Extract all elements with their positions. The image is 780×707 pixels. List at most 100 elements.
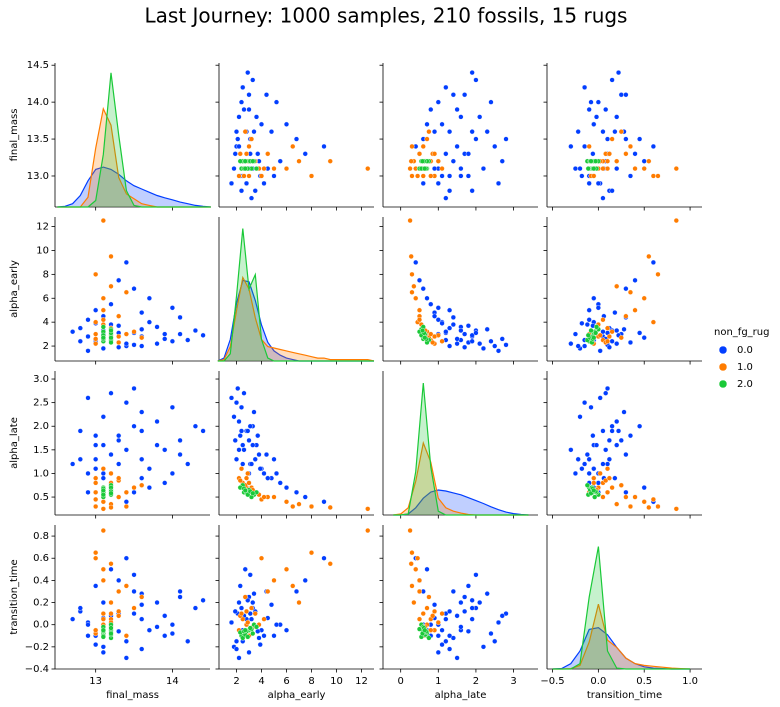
scatter-point <box>236 173 242 179</box>
scatter-point <box>228 395 235 401</box>
scatter-point <box>154 418 160 425</box>
scatter-point <box>238 605 245 611</box>
y-axis-label: final_mass <box>9 109 20 162</box>
scatter-point <box>116 461 122 467</box>
scatter-point <box>575 456 581 462</box>
scatter-point <box>600 166 606 172</box>
scatter-point <box>123 289 129 295</box>
scatter-point <box>290 503 296 510</box>
kde-fill <box>217 228 374 361</box>
scatter-point <box>609 423 615 429</box>
y-tick-label: 0.2 <box>33 598 49 609</box>
scatter-point <box>462 594 468 600</box>
scatter-point <box>108 301 114 307</box>
scatter-point <box>618 482 624 488</box>
scatter-point <box>450 92 456 98</box>
scatter-point <box>604 136 611 142</box>
scatter-point <box>503 342 509 348</box>
scatter-point <box>250 599 256 606</box>
scatter-point <box>579 320 585 326</box>
scatter-point <box>177 594 183 600</box>
scatter-point <box>232 437 238 444</box>
y-tick-label: 0.5 <box>33 492 49 503</box>
chart-title: Last Journey: 1000 samples, 210 fossils,… <box>145 4 628 28</box>
scatter-point <box>454 613 460 619</box>
scatter-point <box>93 555 99 561</box>
scatter-point <box>435 99 441 105</box>
scatter-point <box>568 143 574 150</box>
scatter-point <box>100 616 106 622</box>
scatter-point <box>169 338 176 344</box>
scatter-point <box>577 166 583 172</box>
scatter-point <box>100 611 106 617</box>
scatter-point <box>577 414 583 420</box>
scatter-point <box>273 622 280 628</box>
scatter-point <box>582 400 588 406</box>
scatter-point <box>416 317 423 323</box>
scatter-point <box>499 613 505 619</box>
scatter-point <box>673 166 679 172</box>
scatter-point <box>256 635 262 641</box>
scatter-point <box>108 566 114 572</box>
scatter-point <box>572 331 579 337</box>
y-tick-label: 0.0 <box>33 620 49 631</box>
scatter-point <box>77 456 83 462</box>
scatter-point <box>499 336 505 342</box>
scatter-point <box>116 333 122 340</box>
scatter-point <box>590 151 596 157</box>
scatter-point <box>116 313 122 319</box>
scatter-point <box>407 166 413 172</box>
scatter-point <box>100 345 106 352</box>
scatter-point <box>243 180 250 186</box>
kde-fill <box>393 383 529 515</box>
scatter-point <box>246 106 252 113</box>
scatter-point <box>242 129 248 135</box>
scatter-point <box>627 289 634 295</box>
scatter-point <box>238 611 245 617</box>
x-axis-label: alpha_late <box>435 690 487 701</box>
scatter-point <box>236 655 242 661</box>
scatter-point <box>606 333 612 340</box>
scatter-point <box>139 456 145 462</box>
scatter-point <box>591 487 597 494</box>
scatter-point <box>246 649 252 655</box>
scatter-point <box>70 461 76 467</box>
scatter-point <box>585 166 591 172</box>
scatter-point <box>465 583 472 589</box>
scatter-point <box>503 136 509 142</box>
y-tick-label: 6 <box>43 293 49 304</box>
scatter-point <box>131 342 137 348</box>
scatter-point <box>450 321 456 328</box>
legend-marker <box>718 362 728 372</box>
scatter-point <box>116 433 122 439</box>
scatter-point <box>435 317 441 323</box>
scatter-point <box>582 143 588 150</box>
scatter-point <box>428 173 434 179</box>
scatter-point <box>233 400 240 406</box>
scatter-point <box>450 314 456 320</box>
y-tick-label: 1.5 <box>33 445 49 456</box>
scatter-point <box>591 480 597 486</box>
scatter-point <box>420 180 426 186</box>
x-tick-label: 1 <box>435 676 441 687</box>
scatter-point <box>632 151 638 157</box>
scatter-point <box>108 561 114 567</box>
scatter-point <box>365 506 371 512</box>
scatter-point <box>673 506 679 512</box>
scatter-point <box>258 121 265 127</box>
scatter-point <box>597 395 603 401</box>
scatter-point <box>100 506 106 512</box>
scatter-point <box>411 283 417 289</box>
scatter-point <box>263 451 270 458</box>
scatter-point <box>612 475 618 481</box>
scatter-point <box>116 344 122 350</box>
y-tick-label: 0.8 <box>33 531 49 542</box>
scatter-point <box>233 129 240 135</box>
scatter-point <box>85 470 91 477</box>
scatter-point <box>632 494 638 500</box>
scatter-point <box>251 129 257 135</box>
scatter-point <box>242 594 248 600</box>
scatter-point <box>409 289 415 295</box>
scatter-point <box>100 644 106 650</box>
scatter-point <box>123 503 129 510</box>
